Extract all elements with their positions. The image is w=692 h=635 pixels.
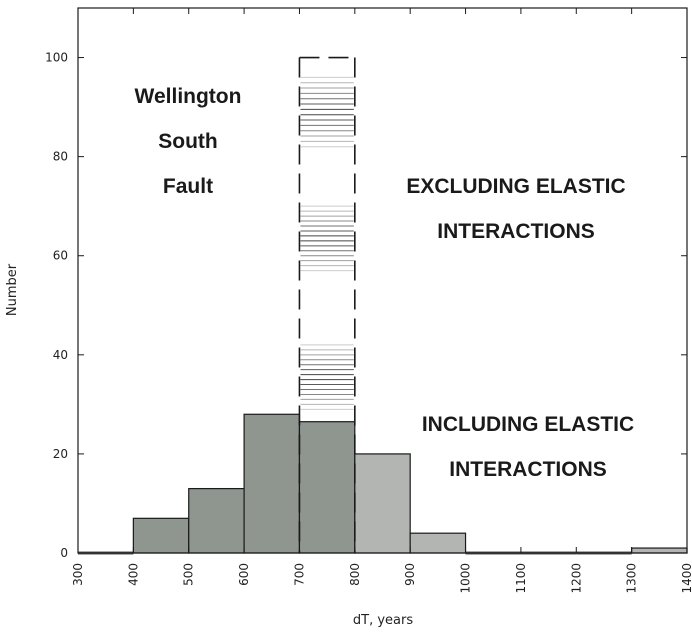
x-axis-title: dT, years <box>353 613 413 628</box>
y-tick-label-40: 40 <box>53 348 68 362</box>
excluding-label-line-2: INTERACTIONS <box>437 220 595 243</box>
excluding-label-line-1: EXCLUDING ELASTIC <box>406 175 625 198</box>
x-tick-label-400: 400 <box>126 563 140 586</box>
fault-label-line-1: Wellington <box>135 85 242 108</box>
histogram-bar-1300 <box>631 547 688 554</box>
x-tick-label-900: 900 <box>403 563 417 586</box>
x-tick-label-800: 800 <box>348 563 362 586</box>
histogram-bar-400 <box>132 517 190 554</box>
x-tick-label-700: 700 <box>292 563 306 586</box>
x-tick-label-500: 500 <box>182 563 196 586</box>
plot-frame <box>77 7 688 554</box>
histogram-bar-800 <box>354 453 411 554</box>
x-tick-label-1300: 1300 <box>625 563 639 594</box>
x-tick-label-1200: 1200 <box>569 563 583 594</box>
y-tick-label-60: 60 <box>53 249 68 263</box>
y-tick-label-0: 0 <box>60 546 68 560</box>
x-tick-label-1400: 1400 <box>680 563 692 594</box>
x-tick-label-300: 300 <box>71 563 85 586</box>
histogram-bar-900 <box>409 532 467 554</box>
y-tick-label-20: 20 <box>53 447 68 461</box>
x-tick-label-600: 600 <box>237 563 251 586</box>
x-tick-label-1000: 1000 <box>459 563 473 594</box>
y-tick-label-100: 100 <box>45 51 68 65</box>
including-label-line-1: INCLUDING ELASTIC <box>422 413 634 436</box>
histogram-bar-500 <box>188 487 245 554</box>
y-axis-title: Number <box>5 263 20 316</box>
excluding-elastic-outline <box>298 56 356 553</box>
histogram-bar-600 <box>243 413 301 554</box>
bars-layer <box>78 413 688 555</box>
y-axis-ticks: 0 20 40 60 80 100 <box>45 51 687 560</box>
histogram-bar-700 <box>298 421 356 554</box>
y-tick-label-80: 80 <box>53 150 68 164</box>
fault-label-line-3: Fault <box>163 175 213 198</box>
x-axis-ticks: 300 400 500 600 700 800 900 1000 1100 1200 1300 140… <box>71 8 692 594</box>
fault-label-line-2: South <box>158 130 217 153</box>
x-tick-label-1100: 1100 <box>514 563 528 594</box>
including-label-line-2: INTERACTIONS <box>449 458 607 481</box>
hatch-band-layer <box>300 76 354 410</box>
